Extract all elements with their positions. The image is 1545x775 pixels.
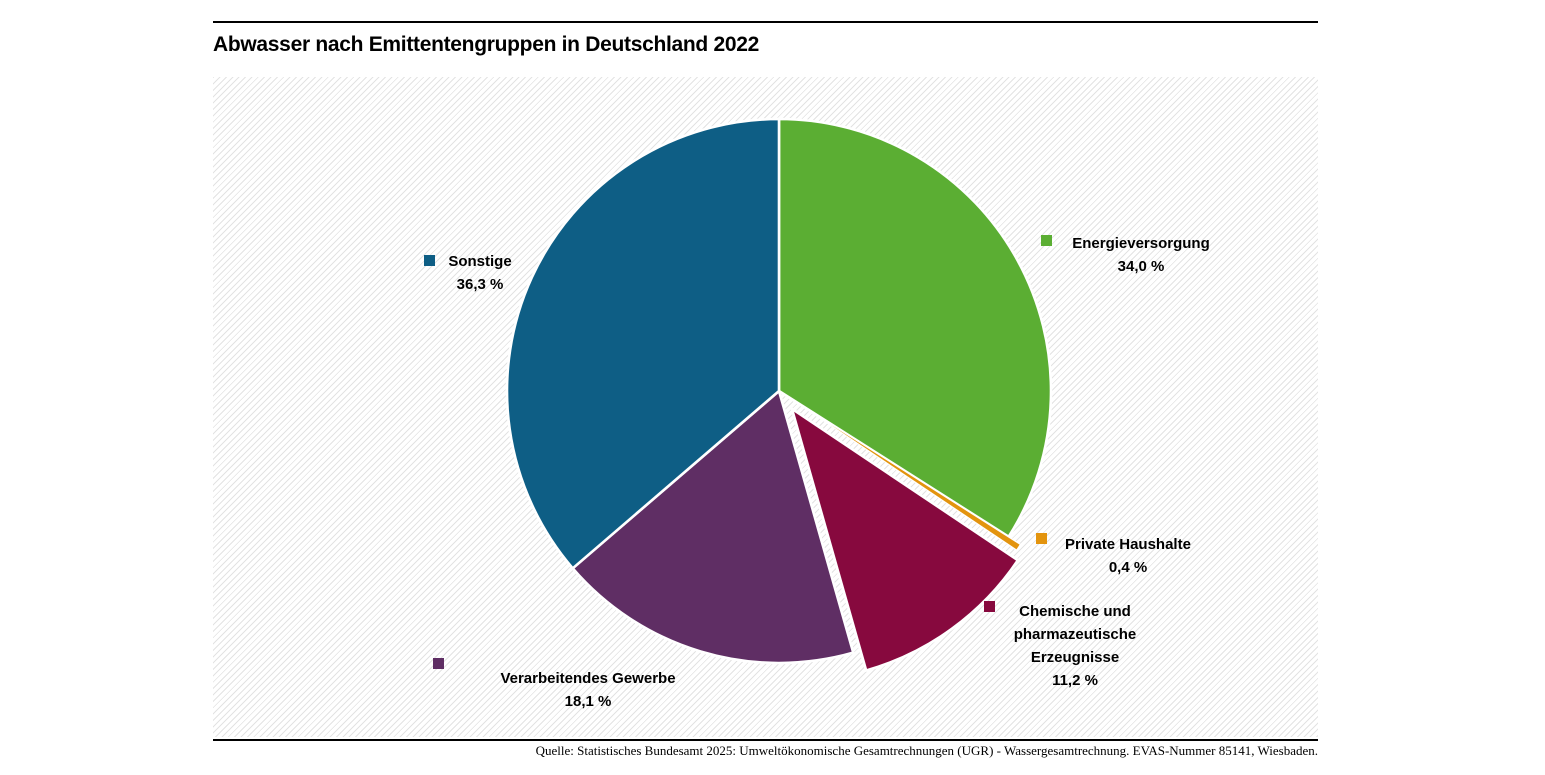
legend-value-sonstige: 36,3 % <box>456 276 504 293</box>
chart-title: Abwasser nach Emittentengruppen in Deuts… <box>213 33 759 56</box>
legend-item-chemische-erzeugnisse: Chemische und pharmazeutische Erzeugniss… <box>975 600 1175 692</box>
legend-label-chemische-erzeugnisse: Chemische und pharmazeutische Erzeugniss… <box>1013 603 1137 666</box>
legend-item-sonstige: Sonstige 36,3 % <box>400 250 560 296</box>
legend-value-verarbeitendes-gewerbe: 18,1 % <box>564 693 612 710</box>
bottom-rule <box>213 739 1318 741</box>
plot-area: Sonstige 36,3 % Energieversorgung 34,0 %… <box>213 77 1318 737</box>
legend-value-energieversorgung: 34,0 % <box>1117 258 1165 275</box>
chart-content: Abwasser nach Emittentengruppen in Deuts… <box>213 0 1318 775</box>
legend-label-verarbeitendes-gewerbe: Verarbeitendes Gewerbe <box>500 670 676 687</box>
pie-chart <box>505 117 1053 673</box>
pie-slice-verarbeitendes-gewerbe <box>570 388 855 665</box>
legend-item-private-haushalte: Private Haushalte 0,4 % <box>1028 533 1228 579</box>
source-note: Quelle: Statistisches Bundesamt 2025: Um… <box>535 743 1318 758</box>
legend-label-private-haushalte: Private Haushalte <box>1065 536 1191 553</box>
legend-marker-chemische-erzeugnisse <box>984 601 995 612</box>
legend-marker-energieversorgung <box>1041 235 1052 246</box>
legend-label-sonstige: Sonstige <box>448 253 512 270</box>
legend-item-energieversorgung: Energieversorgung 34,0 % <box>1041 232 1241 278</box>
pie-slice-private-haushalte <box>790 398 1022 551</box>
pie-slice-chemische-und-pharmazeutische-erzeugnisse <box>789 405 1020 673</box>
legend-marker-sonstige <box>424 255 435 266</box>
legend-value-chemische-erzeugnisse: 11,2 % <box>1052 672 1098 689</box>
legend-marker-verarbeitendes-gewerbe <box>433 658 444 669</box>
pie-slice-energieversorgung <box>777 117 1053 539</box>
legend-item-verarbeitendes-gewerbe: Verarbeitendes Gewerbe 18,1 % <box>433 658 688 713</box>
pie-slice-sonstige <box>505 117 781 571</box>
legend-value-private-haushalte: 0,4 % <box>1108 559 1148 576</box>
legend-label-energieversorgung: Energieversorgung <box>1072 235 1210 252</box>
legend-marker-private-haushalte <box>1036 533 1047 544</box>
top-rule <box>213 21 1318 23</box>
